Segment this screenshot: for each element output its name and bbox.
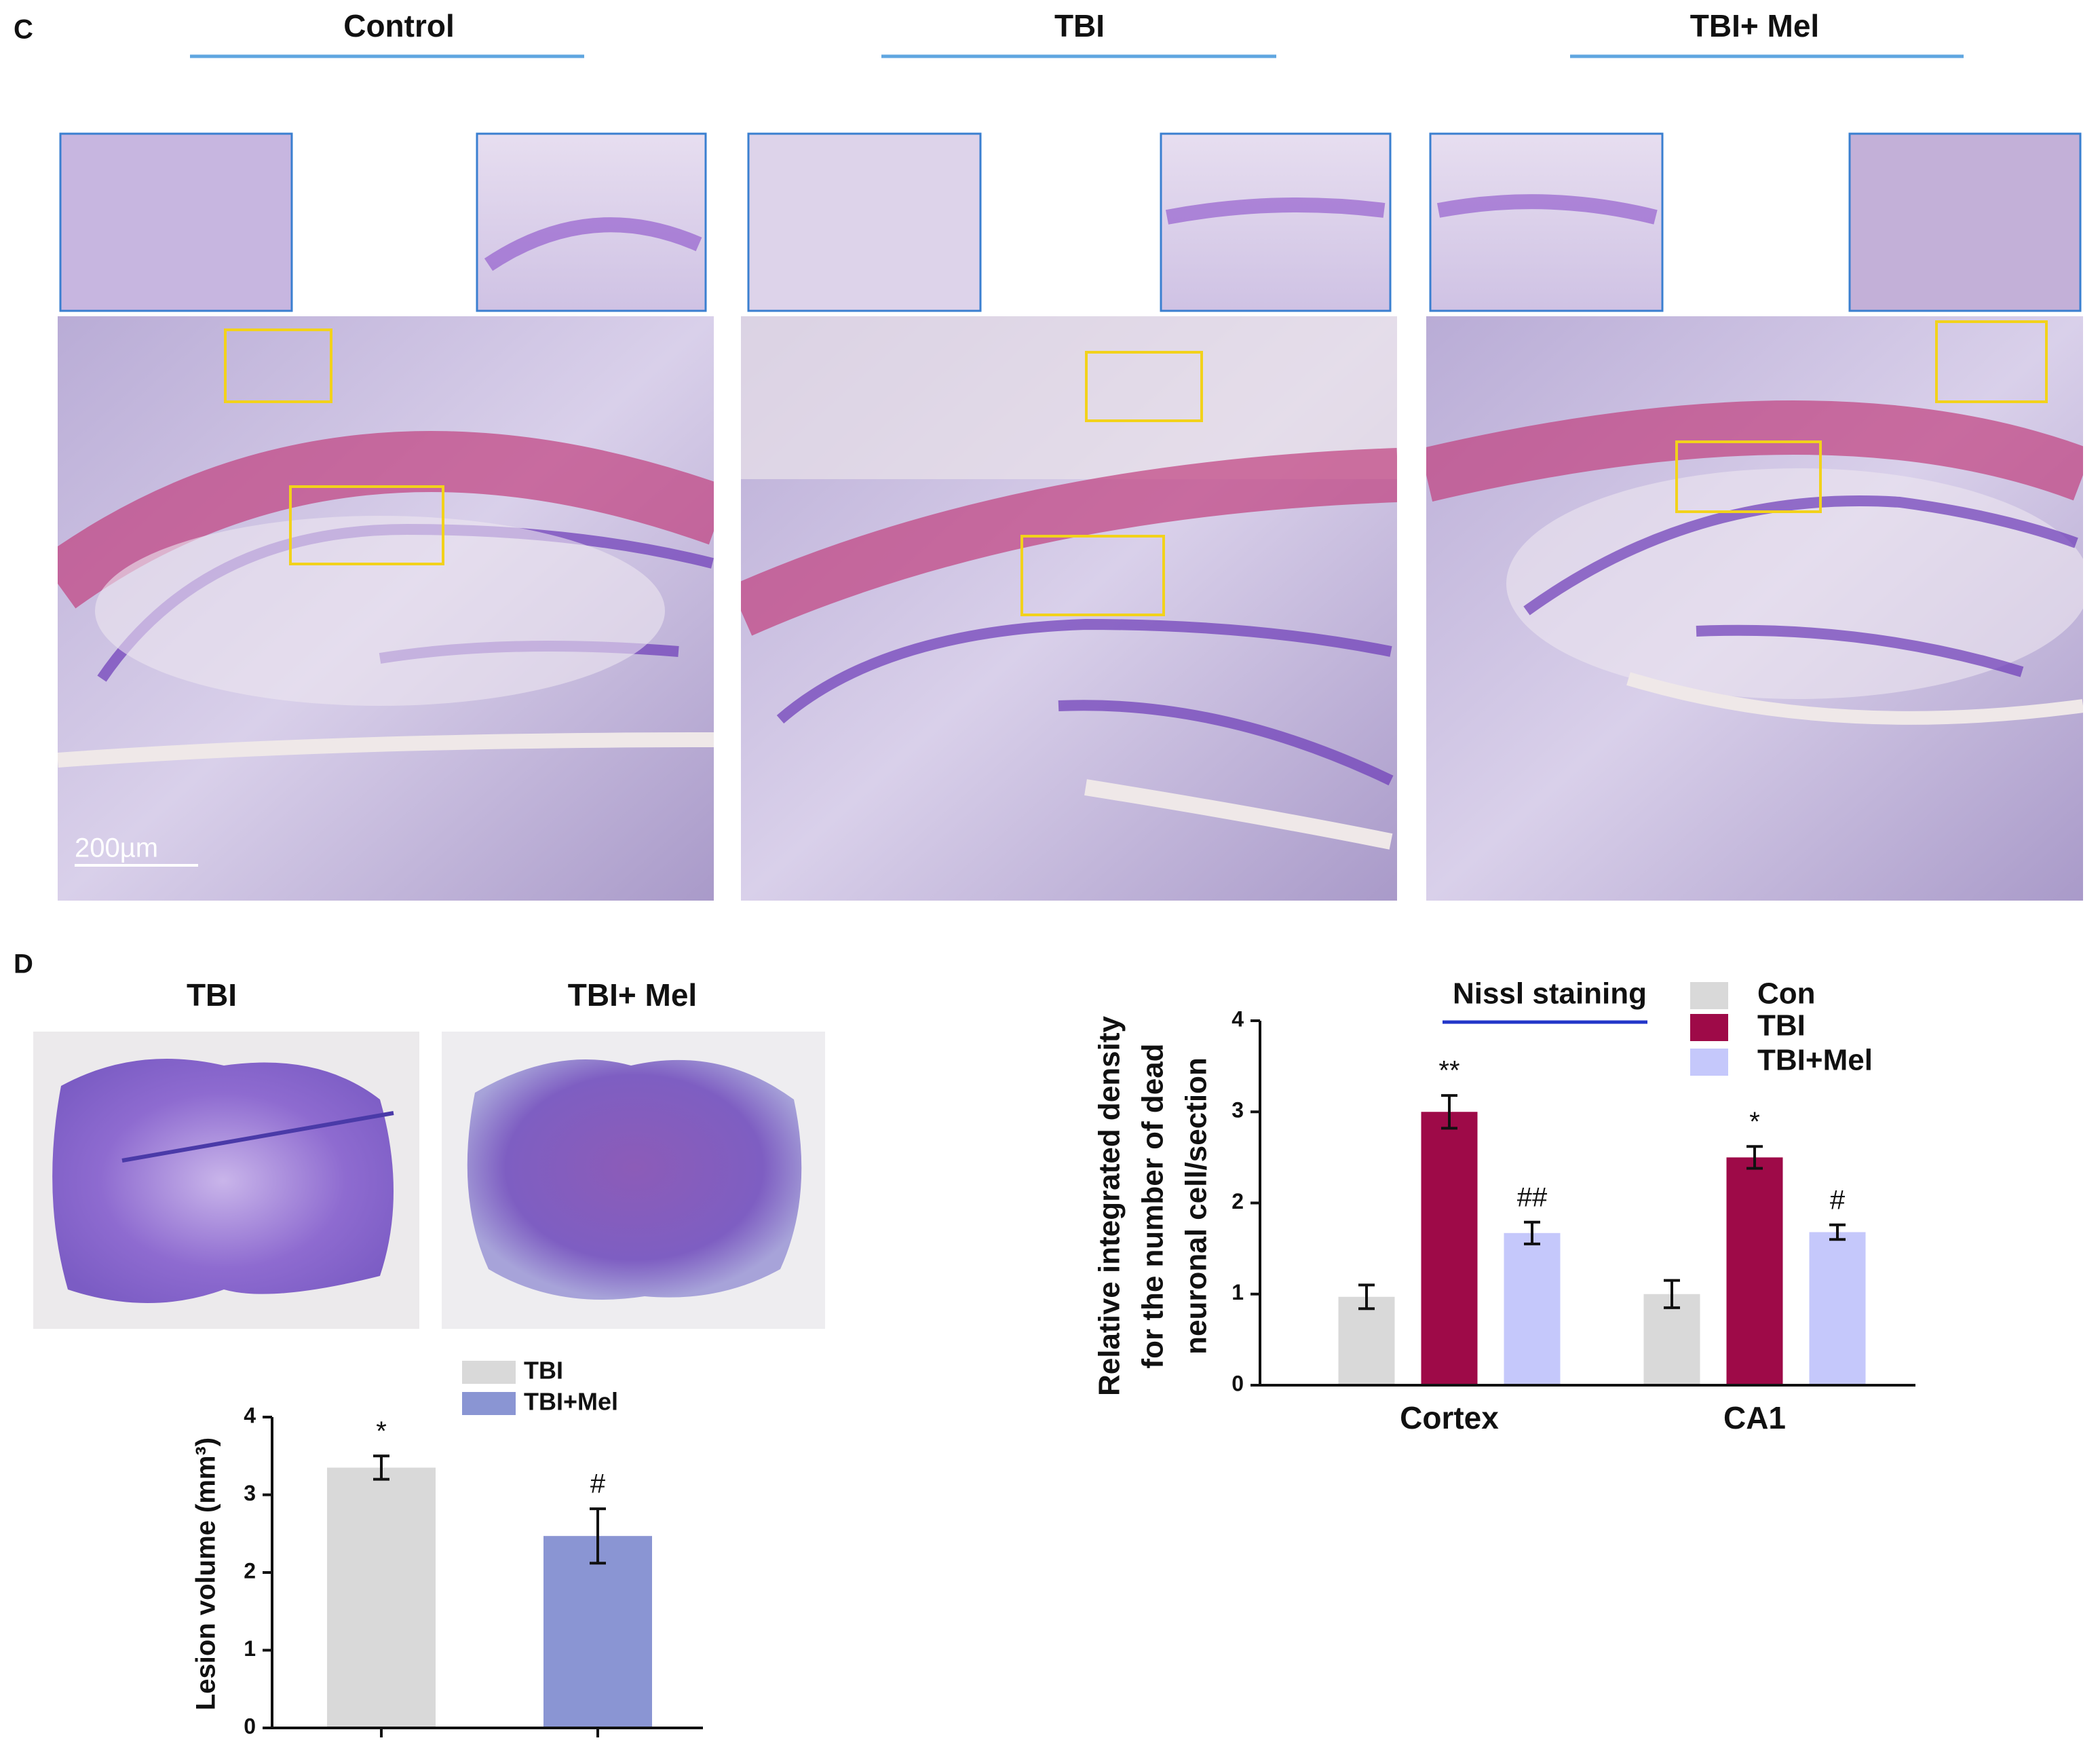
insets [59, 132, 2082, 312]
error-bar [1524, 1220, 1540, 1245]
legend-label: TBI [524, 1357, 563, 1385]
significance-label: ** [1438, 1056, 1459, 1086]
y-axis-label: Lesion volume (mm³) [191, 1437, 221, 1710]
panel-label: D [14, 949, 33, 979]
error-bar [1829, 1223, 1846, 1241]
y-tick-label: 4 [1232, 1006, 1244, 1031]
bar [1643, 1294, 1700, 1385]
bar [1504, 1232, 1561, 1385]
legend-label: Con [1757, 977, 1816, 1011]
legend-swatch [462, 1392, 516, 1415]
column-title: TBI [1054, 8, 1105, 43]
y-axis-label: Relative integrated density [1093, 1016, 1126, 1396]
micrographs [58, 316, 2083, 901]
legend-label: TBI [1757, 1009, 1806, 1042]
legend-swatch [462, 1361, 516, 1384]
y-tick-label: 2 [244, 1558, 256, 1583]
significance-label: ## [1517, 1182, 1548, 1212]
error-bar [1441, 1094, 1457, 1130]
bar [1338, 1296, 1395, 1385]
legend-swatch [1690, 982, 1728, 1009]
image-title: TBI [187, 977, 237, 1013]
y-tick-label: 4 [244, 1403, 256, 1427]
y-axis-label: neuronal cell/section [1180, 1057, 1213, 1355]
bar [1809, 1232, 1866, 1385]
panel-label: C [14, 15, 33, 45]
inset-cell-layers [484, 194, 1658, 271]
bar [327, 1467, 436, 1728]
x-tick-label: Cortex [1400, 1400, 1499, 1435]
y-tick-label: 3 [244, 1481, 256, 1505]
column-title: Control [343, 8, 455, 43]
error-bar [373, 1454, 389, 1481]
y-tick-label: 0 [244, 1714, 256, 1738]
y-axis-label: for the number of dead [1137, 1043, 1170, 1368]
error-bar [1358, 1283, 1375, 1311]
error-bar [590, 1507, 606, 1565]
significance-label: * [1749, 1107, 1760, 1137]
error-bar [1746, 1145, 1763, 1170]
significance-label: * [376, 1416, 387, 1446]
column-title: TBI+ Mel [1690, 8, 1819, 43]
y-tick-label: 1 [244, 1636, 256, 1661]
brain-images [33, 1032, 825, 1329]
y-tick-label: 3 [1232, 1098, 1244, 1123]
error-bar [1664, 1279, 1680, 1309]
scale-bar-label: 200µm [75, 833, 158, 863]
legend-label: TBI+Mel [524, 1388, 618, 1416]
bar [1421, 1112, 1478, 1385]
y-tick-label: 2 [1232, 1189, 1244, 1213]
x-tick-label: CA1 [1723, 1400, 1786, 1435]
y-tick-label: 1 [1232, 1280, 1244, 1304]
legend-swatch [1690, 1049, 1728, 1076]
legend-label: TBI+Mel [1757, 1044, 1873, 1077]
significance-label: # [590, 1469, 606, 1499]
legend-swatch [1690, 1014, 1728, 1041]
y-tick-label: 0 [1232, 1371, 1244, 1395]
zoom-boxes [224, 320, 2048, 616]
bar [1726, 1157, 1783, 1385]
chart-title: Nissl staining [1453, 977, 1647, 1011]
image-title: TBI+ Mel [568, 977, 697, 1013]
significance-label: # [1830, 1185, 1846, 1215]
bar [543, 1536, 652, 1728]
